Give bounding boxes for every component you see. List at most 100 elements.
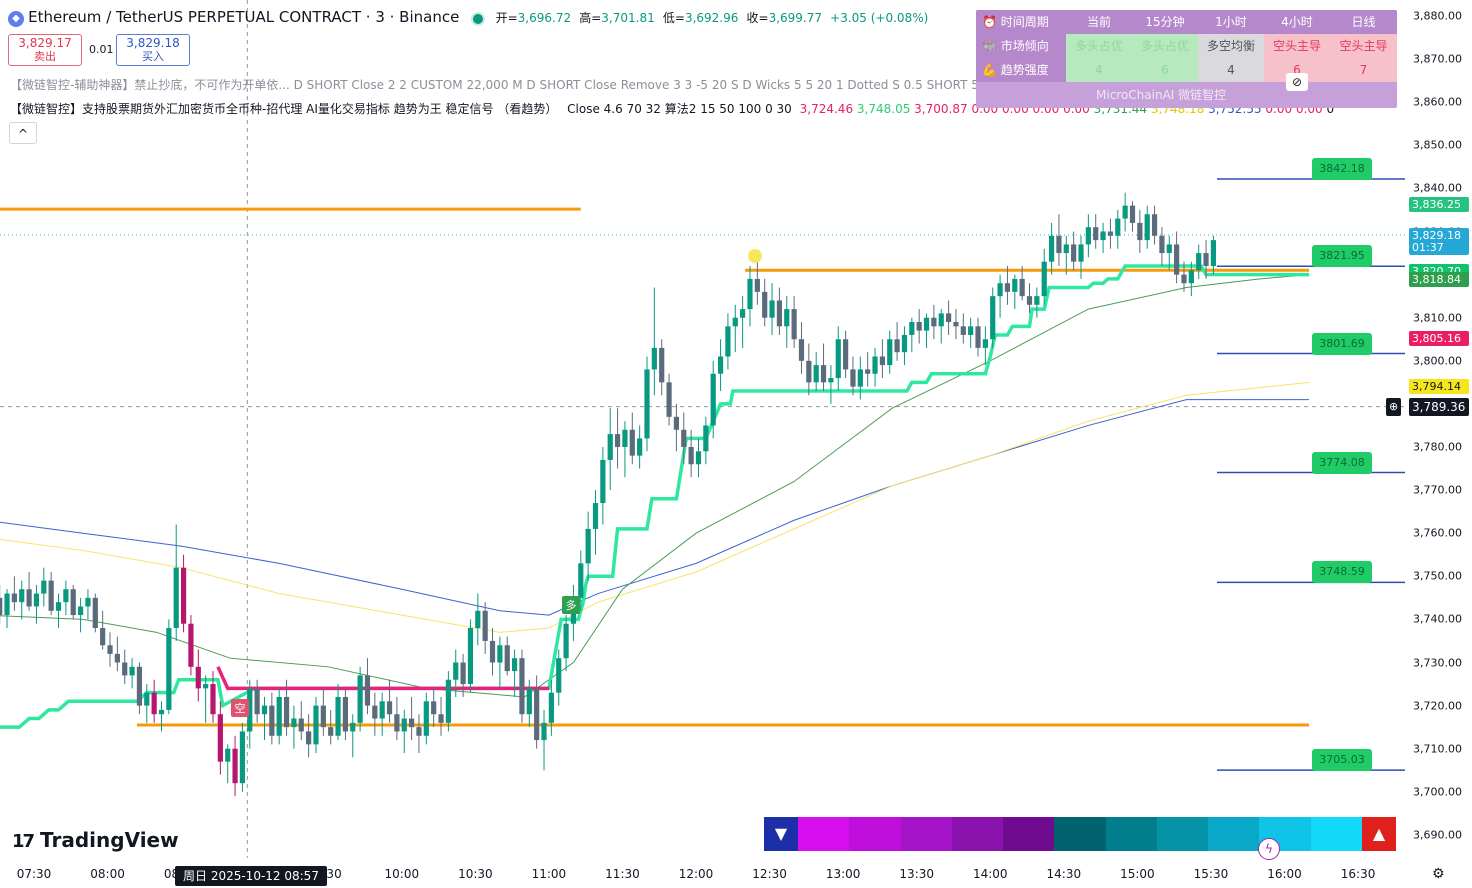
candle-body — [55, 602, 62, 611]
candle-body — [232, 748, 238, 784]
candle-body — [725, 326, 731, 357]
table-strength-15m: 6 — [1132, 58, 1198, 82]
candle-body — [894, 339, 900, 353]
x-tick-label: 14:30 — [1046, 867, 1082, 881]
down-arrow-button[interactable]: ▼ — [764, 817, 798, 851]
candle-body — [467, 628, 474, 685]
candle-body — [997, 283, 1003, 297]
candle-body — [945, 313, 952, 323]
table-bias-1h: 多空均衡 — [1198, 34, 1264, 58]
indicator-legend-1[interactable]: 【微链智控-辅助神器】禁止抄底，不可作为开单依... D SHORT Close… — [10, 78, 1290, 92]
low-label: 低= — [662, 11, 685, 25]
candle-body — [784, 309, 790, 327]
candle-body — [372, 705, 378, 719]
lightning-icon[interactable]: ϟ — [1258, 838, 1280, 860]
candle-body — [865, 369, 871, 374]
candle-body — [283, 696, 290, 728]
candle-body — [828, 378, 834, 383]
candle-body — [328, 727, 334, 736]
bull-bear-icon: 🐃 — [982, 39, 997, 53]
candle-body — [276, 696, 282, 736]
candle-body — [1144, 214, 1150, 241]
settings-gear-icon[interactable]: ⚙ — [1432, 866, 1445, 882]
candle-body — [1181, 274, 1187, 284]
indicator-legend-2[interactable]: 【微链智控】支持股票期货外汇加密货币全币种-招代理 AI量化交易指标 趋势为王 … — [10, 100, 1334, 117]
high-label: 高= — [579, 11, 602, 25]
spread-value: 0.01 — [89, 43, 114, 56]
candle-body — [122, 662, 128, 676]
candle-body — [210, 684, 216, 715]
candle-body — [614, 434, 621, 447]
x-tick-label: 13:00 — [825, 867, 861, 881]
buy-button[interactable]: 3,829.18 买入 — [116, 34, 190, 66]
candle-body — [681, 429, 687, 447]
y-tick-label: 3,690.00 — [1413, 828, 1462, 842]
candle-body — [107, 645, 113, 654]
table-strength-current: 4 — [1066, 58, 1132, 82]
candle-body — [409, 718, 415, 728]
candle-body — [269, 705, 275, 736]
short-signal-label-box — [231, 699, 249, 717]
table-strength-1d: 7 — [1330, 58, 1397, 82]
candle-body — [563, 623, 569, 659]
indicator-value-11: 0 — [1326, 102, 1335, 116]
x-tick-label: 12:30 — [752, 867, 787, 881]
x-tick-label: 16:00 — [1267, 867, 1302, 881]
level-value-tag: 3705.03 — [1312, 749, 1372, 772]
candle-body — [644, 369, 650, 439]
trend-color-segment — [1310, 817, 1363, 851]
sell-button[interactable]: 3,829.17 卖出 — [8, 34, 82, 66]
buy-label: 买入 — [142, 50, 164, 63]
candle-body — [887, 339, 893, 366]
tradingview-logo[interactable]: 17 TradingView — [12, 828, 179, 852]
candle-body — [909, 322, 915, 335]
table-row-strength-label: 💪 趋势强度 — [976, 58, 1072, 82]
candle-body — [136, 666, 143, 706]
candle-body — [1196, 253, 1202, 271]
candle-body — [776, 300, 783, 327]
low-value: 3,692.96 — [684, 11, 739, 25]
candle-body — [879, 356, 885, 366]
candle-body — [666, 382, 672, 417]
price-axis-tag: 3,805.16 — [1409, 331, 1469, 347]
candle-body — [1166, 244, 1172, 254]
up-arrow-button[interactable]: ▲ — [1362, 817, 1396, 851]
table-header-15m: 15分钟 — [1145, 15, 1185, 29]
candle-body — [100, 628, 106, 646]
candle-body — [740, 309, 746, 318]
x-tick-label: 12:00 — [678, 867, 714, 881]
candle-body — [1078, 244, 1084, 262]
x-tick-label: 15:00 — [1120, 867, 1155, 881]
candle-body — [1026, 296, 1033, 305]
candle-body — [475, 610, 481, 629]
collapse-legend-button[interactable]: ^ — [9, 122, 37, 144]
table-header-4h: 4小时 — [1281, 15, 1313, 29]
candle-body — [607, 434, 613, 460]
candle-body — [239, 731, 246, 784]
candle-body — [129, 666, 135, 676]
candle-body — [1019, 278, 1025, 297]
candle-body — [85, 597, 91, 607]
candle-body — [489, 640, 496, 663]
trailing-stop-line — [0, 264, 1310, 729]
candle-body — [629, 429, 635, 456]
candle-body — [857, 369, 863, 387]
table-header-1h: 1小时 — [1215, 15, 1247, 29]
tradingview-logo-text: TradingView — [40, 828, 179, 852]
candle-body — [916, 322, 922, 331]
close-label: 收= — [746, 11, 769, 25]
table-bias-15m: 多头占优 — [1132, 34, 1198, 58]
x-tick-label: 07:30 — [16, 867, 52, 881]
candle-body — [151, 692, 157, 715]
eye-off-icon[interactable]: ⊘ — [1286, 73, 1308, 91]
change-value: +3.05 (+0.08%) — [830, 11, 929, 25]
candle-body — [1115, 218, 1121, 236]
candle-body — [526, 688, 532, 715]
table-row-bias-label: 🐃 市场倾向 — [976, 34, 1072, 58]
level-value-tag: 3842.18 — [1312, 158, 1372, 180]
candle-body — [1107, 231, 1114, 236]
symbol-title[interactable]: Ethereum / TetherUS PERPETUAL CONTRACT ·… — [28, 8, 460, 26]
trailing-stop-short-line — [216, 666, 549, 691]
candle-body — [70, 589, 76, 616]
